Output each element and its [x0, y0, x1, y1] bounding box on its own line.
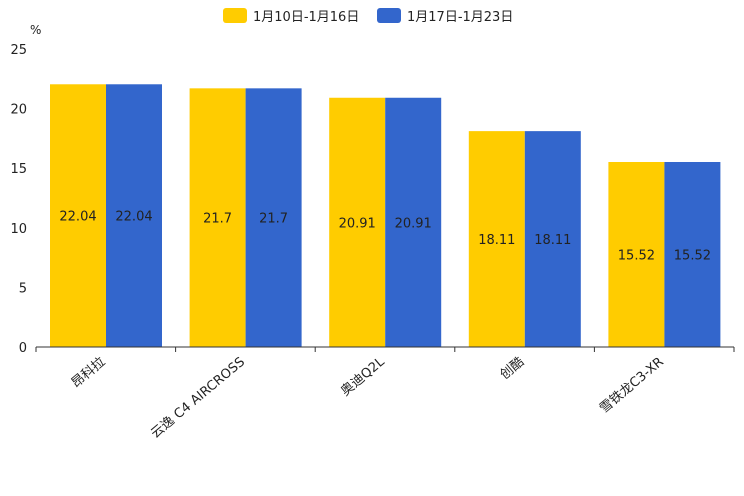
x-tick-label: 创酷 [498, 355, 528, 383]
bars [50, 84, 721, 347]
bar-1-2 [189, 88, 246, 347]
y-tick-label: 25 [10, 43, 27, 58]
data-label: 15.52 [618, 249, 655, 264]
data-label: 18.11 [478, 233, 515, 248]
legend-swatch-series-2 [377, 8, 401, 23]
y-tick-label: 15 [10, 162, 27, 177]
y-axis: 0 5 10 15 20 25 [10, 43, 27, 356]
y-tick-label: 10 [10, 222, 27, 237]
y-tick-label: 0 [19, 341, 27, 356]
data-label: 21.7 [203, 212, 232, 227]
y-axis-unit-label: % [30, 23, 41, 37]
bar-1-3 [329, 97, 386, 347]
bar-2-3 [385, 97, 442, 347]
legend: 1月10日-1月16日 1月17日-1月23日 [223, 8, 513, 25]
bar-labels: 22.04 21.7 20.91 18.11 15.52 22.04 21.7 20.91 18… [59, 210, 711, 264]
data-label: 20.91 [395, 216, 432, 231]
bar-2-4 [524, 131, 581, 347]
data-label: 22.04 [115, 210, 152, 225]
x-tick-label: 雪铁龙C3-XR [597, 355, 667, 417]
x-axis: 昂科拉 云逸 C4 AIRCROSS 奥迪Q2L 创酷 雪铁龙C3-XR [35, 346, 735, 442]
bar-2-2 [245, 88, 302, 347]
data-label: 21.7 [259, 212, 288, 227]
x-tick-label: 昂科拉 [69, 355, 109, 392]
legend-label-series-1: 1月10日-1月16日 [253, 10, 359, 25]
y-tick-label: 20 [10, 103, 27, 118]
bar-1-4 [468, 131, 525, 347]
bar-1-1 [50, 84, 106, 347]
bar-1-5 [608, 162, 665, 347]
data-label: 18.11 [534, 233, 571, 248]
x-tick-label: 云逸 C4 AIRCROSS [148, 355, 248, 442]
legend-label-series-2: 1月17日-1月23日 [407, 10, 513, 25]
data-label: 22.04 [59, 210, 96, 225]
bar-2-5 [664, 162, 721, 347]
y-tick-label: 5 [19, 281, 27, 296]
legend-swatch-series-1 [223, 8, 247, 23]
bar-2-1 [106, 84, 162, 347]
data-label: 20.91 [339, 216, 376, 231]
x-tick-label: 奥迪Q2L [338, 354, 388, 399]
data-label: 15.52 [674, 249, 711, 264]
